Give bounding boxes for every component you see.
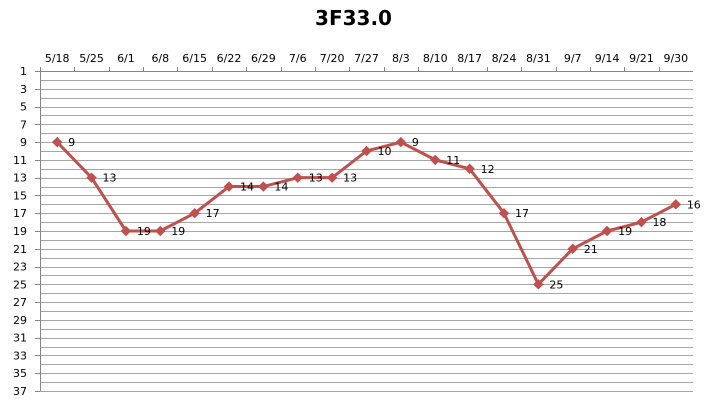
data-point bbox=[292, 172, 303, 183]
data-point bbox=[567, 243, 578, 254]
y-tick-label: 31 bbox=[13, 332, 27, 345]
x-tick-label: 8/31 bbox=[526, 52, 551, 65]
y-tick-label: 19 bbox=[13, 225, 27, 238]
data-point bbox=[395, 136, 407, 148]
data-point bbox=[464, 163, 475, 174]
data-label: 13 bbox=[309, 172, 323, 185]
data-label: 14 bbox=[274, 181, 288, 194]
x-tick-label: 6/15 bbox=[182, 52, 207, 65]
y-tick-label: 33 bbox=[13, 349, 27, 362]
x-tick-label: 5/18 bbox=[45, 52, 70, 65]
data-label: 9 bbox=[68, 136, 75, 149]
x-tick-label: 7/20 bbox=[320, 52, 345, 65]
x-tick-label: 9/7 bbox=[564, 52, 582, 65]
data-point bbox=[51, 136, 63, 148]
data-label: 16 bbox=[687, 198, 701, 211]
x-tick-label: 7/6 bbox=[289, 52, 307, 65]
x-tick-label: 7/27 bbox=[354, 52, 379, 65]
y-tick-label: 1 bbox=[20, 65, 27, 78]
data-label: 18 bbox=[652, 216, 666, 229]
x-tick-label: 8/10 bbox=[423, 52, 448, 65]
data-label: 9 bbox=[412, 136, 419, 149]
x-tick-label: 8/3 bbox=[392, 52, 410, 65]
x-tick-label: 6/8 bbox=[151, 52, 169, 65]
x-tick-label: 9/30 bbox=[663, 52, 688, 65]
x-tick-label: 6/1 bbox=[117, 52, 135, 65]
data-point bbox=[498, 208, 510, 219]
data-point bbox=[155, 225, 166, 237]
y-tick-label: 37 bbox=[13, 385, 27, 398]
x-tick-label: 6/22 bbox=[217, 52, 242, 65]
data-label: 19 bbox=[137, 225, 151, 238]
y-tick-label: 7 bbox=[20, 118, 27, 131]
y-tick-label: 25 bbox=[13, 278, 27, 291]
y-tick-label: 17 bbox=[13, 207, 27, 220]
y-tick-label: 5 bbox=[20, 101, 27, 114]
data-point bbox=[326, 172, 338, 183]
chart-title: 3F33.0 bbox=[315, 6, 392, 30]
data-label: 17 bbox=[206, 207, 220, 220]
y-tick-label: 3 bbox=[20, 83, 27, 96]
data-point bbox=[223, 181, 235, 192]
data-label: 19 bbox=[171, 225, 185, 238]
data-point bbox=[189, 208, 200, 219]
data-label: 12 bbox=[481, 163, 495, 176]
data-point bbox=[670, 199, 682, 210]
data-label: 13 bbox=[343, 172, 357, 185]
y-tick-label: 11 bbox=[13, 154, 27, 167]
data-point bbox=[636, 216, 647, 228]
data-label: 19 bbox=[618, 225, 632, 238]
data-point bbox=[533, 279, 544, 290]
data-point bbox=[601, 225, 613, 237]
data-point bbox=[430, 154, 441, 166]
y-tick-label: 35 bbox=[13, 367, 27, 380]
y-tick-label: 29 bbox=[13, 314, 27, 327]
data-label: 10 bbox=[378, 145, 392, 158]
data-point bbox=[120, 225, 132, 237]
y-tick-label: 9 bbox=[20, 136, 27, 149]
data-point bbox=[361, 145, 372, 157]
y-tick-label: 23 bbox=[13, 261, 27, 274]
data-label: 13 bbox=[103, 172, 117, 185]
data-label: 17 bbox=[515, 207, 529, 220]
data-point bbox=[86, 172, 97, 183]
x-tick-label: 9/21 bbox=[629, 52, 654, 65]
data-label: 11 bbox=[446, 154, 460, 167]
data-label: 21 bbox=[584, 243, 598, 256]
x-tick-label: 8/17 bbox=[457, 52, 482, 65]
x-tick-label: 6/29 bbox=[251, 52, 276, 65]
x-tick-label: 8/24 bbox=[492, 52, 517, 65]
y-tick-label: 27 bbox=[13, 296, 27, 309]
y-tick-label: 13 bbox=[13, 172, 27, 185]
x-tick-label: 5/25 bbox=[79, 52, 104, 65]
data-label: 25 bbox=[549, 278, 563, 291]
y-tick-label: 21 bbox=[13, 243, 27, 256]
data-point bbox=[258, 181, 269, 192]
data-label: 14 bbox=[240, 181, 254, 194]
y-tick-label: 15 bbox=[13, 189, 27, 202]
x-tick-label: 9/14 bbox=[595, 52, 620, 65]
